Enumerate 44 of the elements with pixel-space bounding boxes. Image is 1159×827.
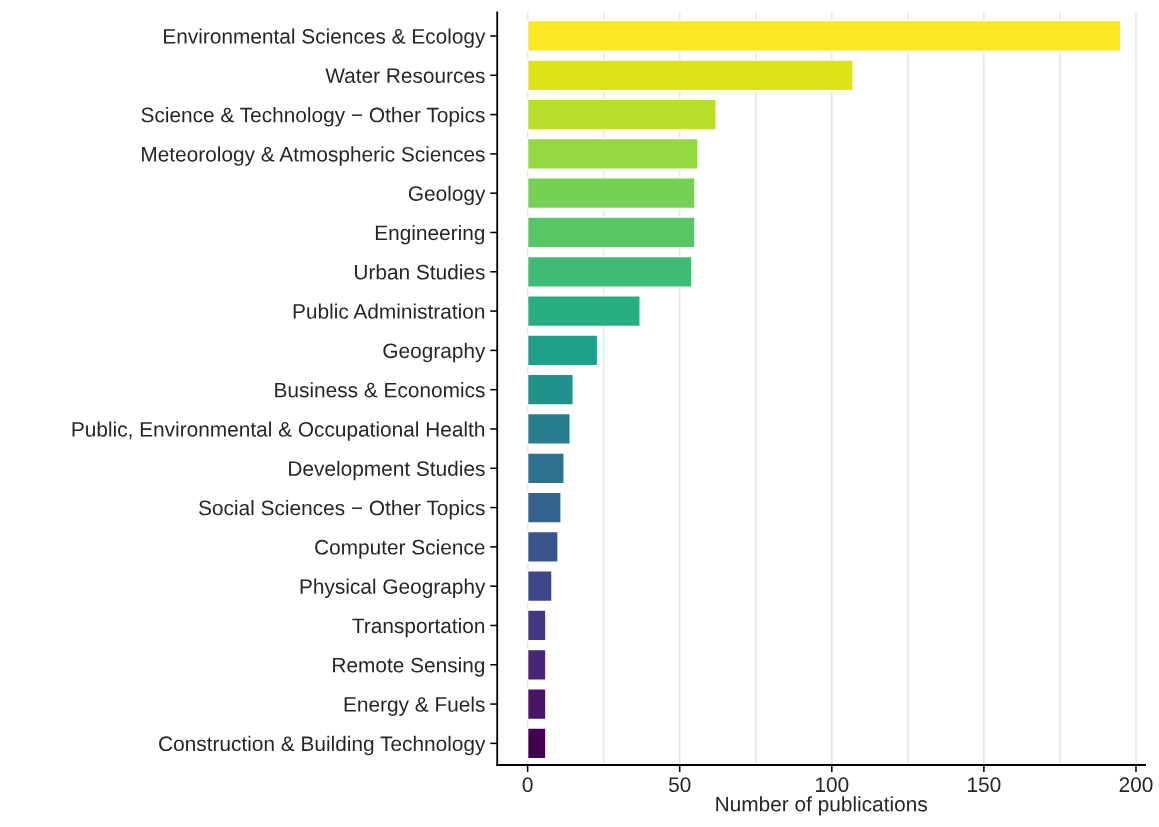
bar	[526, 609, 547, 642]
bar	[526, 98, 717, 131]
bar	[526, 137, 699, 170]
y-tick-label: Computer Science	[315, 539, 485, 559]
bar	[526, 648, 547, 681]
x-tick-label: 100	[816, 777, 849, 793]
bar	[526, 491, 562, 524]
y-tick-label: Physical Geography	[300, 578, 486, 599]
y-tick-label: Business & Economics	[275, 382, 485, 398]
y-tick-label: Social Sciences − Other Topics	[198, 500, 485, 520]
bar	[526, 334, 599, 367]
x-axis-title: Number of publications	[716, 796, 927, 816]
y-tick-label: Engineering	[375, 224, 485, 245]
y-tick-label: Meteorology & Atmospheric Sciences	[142, 146, 485, 166]
y-tick-label: Construction & Building Technology	[159, 735, 486, 756]
bar	[526, 688, 547, 721]
bar	[526, 727, 547, 760]
bar	[526, 295, 641, 328]
x-tick-label: 150	[968, 777, 1001, 793]
bar	[526, 216, 696, 249]
y-tick-label: Remote Sensing	[333, 657, 485, 677]
bar	[526, 452, 565, 485]
bar	[526, 255, 693, 288]
y-tick-label: Development Studies	[289, 460, 485, 481]
bar	[526, 59, 854, 92]
bar	[526, 177, 696, 210]
y-tick-label: Transportation	[352, 617, 485, 638]
y-tick-label: Urban Studies	[355, 264, 485, 280]
x-tick-label: 200	[1119, 777, 1153, 793]
bar	[526, 530, 559, 563]
y-tick-label: Public Administration	[293, 303, 485, 319]
bar	[526, 373, 574, 406]
x-tick-label: 50	[668, 777, 691, 793]
y-tick-label: Geography	[383, 342, 486, 363]
y-tick-label: Energy & Fuels	[344, 696, 485, 716]
x-tick-label: 0	[522, 777, 533, 793]
y-tick-label: Science & Technology − Other Topics	[141, 107, 485, 127]
y-tick-label: Water Resources	[325, 68, 485, 84]
bar	[526, 19, 1122, 53]
bar	[526, 412, 571, 445]
y-tick-label: Geology	[408, 185, 486, 206]
y-tick-label: Environmental Sciences & Ecology	[164, 28, 486, 48]
y-tick-label: Public, Environmental & Occupational Health	[72, 421, 485, 441]
bar	[526, 570, 553, 603]
